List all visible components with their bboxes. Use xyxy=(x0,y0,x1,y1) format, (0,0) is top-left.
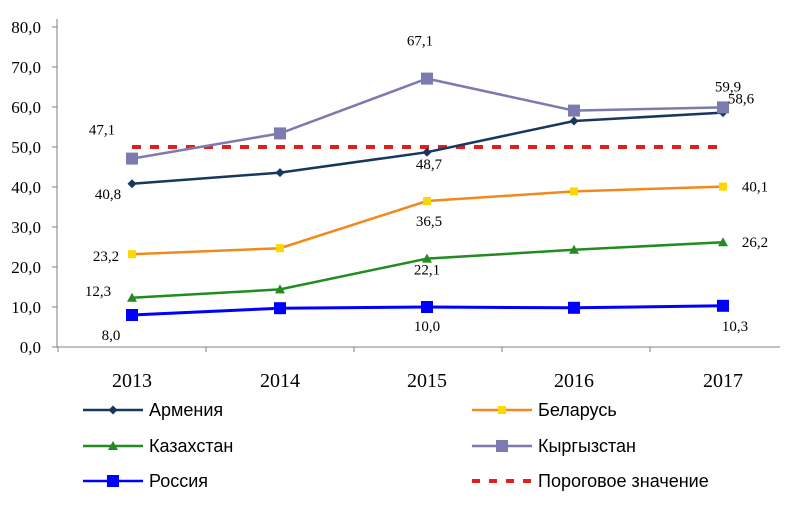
data-label: 40,8 xyxy=(95,187,121,203)
data-point xyxy=(422,147,432,157)
data-label: 58,6 xyxy=(728,92,755,108)
data-label: 23,2 xyxy=(93,249,119,265)
y-tick-label: 80,0 xyxy=(11,18,41,37)
x-tick-label: 2015 xyxy=(407,370,447,392)
legend-label: Беларусь xyxy=(538,400,617,420)
y-tick-label: 70,0 xyxy=(11,58,41,77)
x-tick-label: 2017 xyxy=(703,370,743,392)
data-point xyxy=(718,237,728,247)
legend-marker xyxy=(108,405,118,415)
legend-label: Казахстан xyxy=(149,436,233,456)
legend-marker xyxy=(498,406,506,414)
y-tick-label: 0,0 xyxy=(20,338,41,357)
legend-label: Россия xyxy=(149,471,208,491)
x-tick-label: 2013 xyxy=(112,370,152,392)
data-point xyxy=(274,302,286,315)
data-label: 48,7 xyxy=(416,157,443,173)
data-point xyxy=(421,301,433,313)
data-point xyxy=(717,299,729,312)
data-point xyxy=(275,168,285,178)
x-tick-label: 2014 xyxy=(260,370,300,392)
data-label: 36,5 xyxy=(416,214,442,230)
data-point xyxy=(127,179,137,189)
data-point xyxy=(128,250,136,259)
data-point xyxy=(717,101,729,114)
y-tick-label: 20,0 xyxy=(11,258,41,277)
data-point xyxy=(126,309,138,321)
legend-label: Армения xyxy=(149,400,223,420)
data-label: 22,1 xyxy=(414,263,440,279)
legend-marker xyxy=(496,440,508,452)
data-point xyxy=(274,127,286,140)
data-point xyxy=(276,244,284,253)
data-point xyxy=(568,301,580,314)
data-label: 10,3 xyxy=(722,319,748,335)
data-label: 12,3 xyxy=(85,284,111,300)
data-point xyxy=(569,116,579,126)
data-point xyxy=(423,197,431,205)
legend-label: Пороговое значение xyxy=(538,471,709,491)
y-tick-label: 50,0 xyxy=(11,138,41,157)
data-point xyxy=(570,187,578,196)
data-label: 8,0 xyxy=(102,328,121,344)
legend-marker xyxy=(108,441,118,450)
data-point xyxy=(422,253,432,263)
x-tick-label: 2016 xyxy=(554,370,594,392)
data-point xyxy=(275,284,285,294)
data-point xyxy=(719,182,727,191)
data-point xyxy=(568,104,580,117)
legend-marker xyxy=(107,475,119,487)
y-tick-label: 60,0 xyxy=(11,98,41,117)
y-tick-label: 40,0 xyxy=(11,178,41,197)
data-point xyxy=(569,244,579,254)
data-point xyxy=(421,72,433,85)
data-label: 67,1 xyxy=(407,34,433,50)
data-label: 59,9 xyxy=(715,79,741,95)
data-label: 10,0 xyxy=(414,319,440,335)
data-point xyxy=(127,292,137,302)
y-tick-label: 10,0 xyxy=(11,298,41,317)
data-point xyxy=(126,152,138,165)
data-label: 26,2 xyxy=(742,235,768,251)
data-label: 40,1 xyxy=(742,180,768,196)
y-tick-label: 30,0 xyxy=(11,218,41,237)
legend-label: Кыргызстан xyxy=(538,436,636,456)
data-label: 47,1 xyxy=(89,123,115,139)
